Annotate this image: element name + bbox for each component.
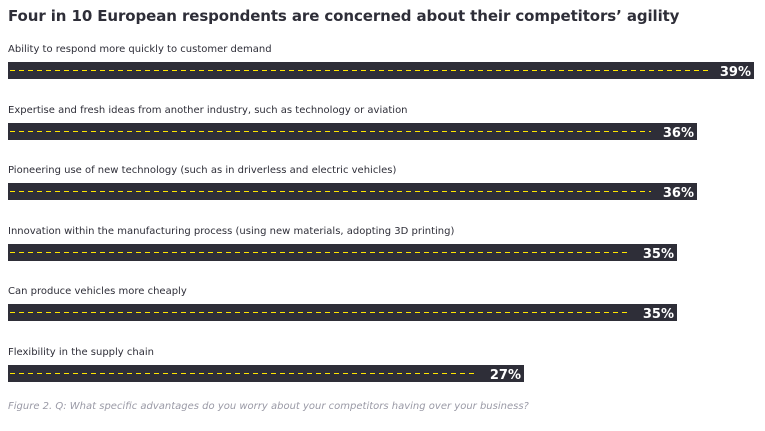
value-label: 35% <box>643 247 674 262</box>
category-label: Pioneering use of new technology (such a… <box>8 165 396 176</box>
figure-caption: Figure 2. Q: What specific advantages do… <box>8 401 529 412</box>
category-label: Flexibility in the supply chain <box>8 347 154 358</box>
bar <box>8 304 677 321</box>
value-label: 36% <box>663 186 694 201</box>
chart-title: Four in 10 European respondents are conc… <box>8 7 680 25</box>
bar-chart: Ability to respond more quickly to custo… <box>8 44 754 383</box>
category-label: Ability to respond more quickly to custo… <box>8 44 272 55</box>
value-label: 27% <box>490 368 521 383</box>
bar <box>8 244 677 261</box>
value-label: 39% <box>720 65 751 80</box>
category-label: Expertise and fresh ideas from another i… <box>8 105 408 116</box>
category-label: Can produce vehicles more cheaply <box>8 286 187 297</box>
value-label: 36% <box>663 126 694 141</box>
category-label: Innovation within the manufacturing proc… <box>8 226 454 237</box>
value-label: 35% <box>643 307 674 322</box>
